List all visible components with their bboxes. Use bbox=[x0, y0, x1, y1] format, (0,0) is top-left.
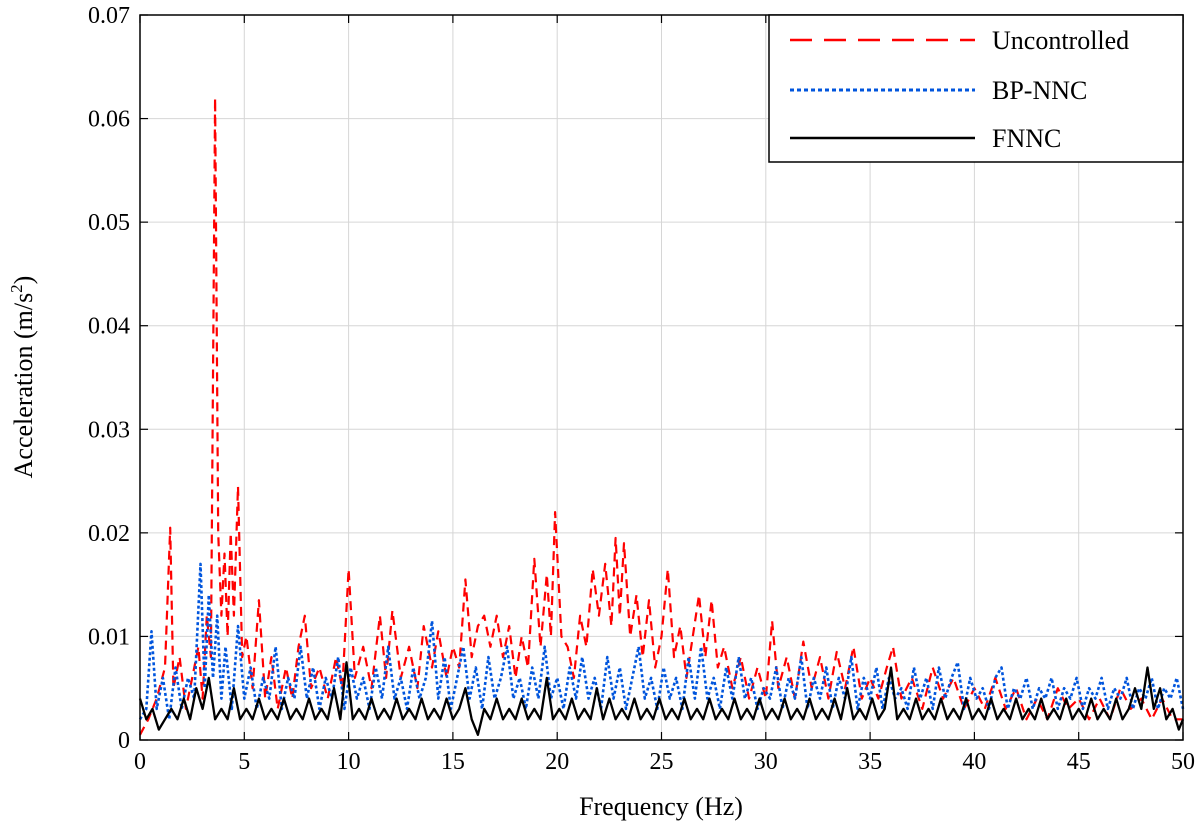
x-tick-label: 15 bbox=[441, 749, 465, 775]
ticks: 0 5 10 15 20 25 30 35 40 45 50 0 0.01 0.02 0.03 0.04 0.0… bbox=[88, 3, 1195, 775]
y-tick-label: 0.03 bbox=[88, 417, 130, 443]
x-tick-label: 30 bbox=[754, 749, 778, 775]
x-tick-label: 0 bbox=[134, 749, 146, 775]
y-tick-label: 0.06 bbox=[88, 107, 130, 133]
series-line-fnnc bbox=[138, 661, 1185, 736]
x-tick-label: 5 bbox=[238, 749, 250, 775]
y-tick-label: 0.04 bbox=[88, 314, 130, 340]
y-tick-label: 0.02 bbox=[88, 521, 130, 547]
y-tick-label: 0 bbox=[118, 728, 130, 754]
y-axis-label-end: ) bbox=[9, 276, 38, 285]
x-tick-label: 50 bbox=[1171, 749, 1195, 775]
y-tick-label: 0.07 bbox=[88, 3, 130, 29]
x-tick-label: 10 bbox=[337, 749, 361, 775]
legend-label-uncontrolled: Uncontrolled bbox=[992, 26, 1129, 55]
x-tick-label: 20 bbox=[545, 749, 569, 775]
legend-label-fnnc: FNNC bbox=[992, 124, 1061, 153]
legend-label-bp-nnc: BP-NNC bbox=[992, 76, 1087, 105]
x-tick-label: 25 bbox=[650, 749, 674, 775]
y-axis-label-main: Acceleration (m/s bbox=[9, 293, 38, 479]
y-tick-label: 0.01 bbox=[88, 624, 130, 650]
x-tick-label: 35 bbox=[858, 749, 882, 775]
series-layer bbox=[138, 96, 1185, 736]
y-tick-label: 0.05 bbox=[88, 210, 130, 236]
series-line-uncontrolled bbox=[139, 96, 1183, 736]
x-axis-label: Frequency (Hz) bbox=[579, 792, 743, 821]
y-axis-label-sup: 2 bbox=[7, 284, 26, 293]
y-axis-label: Acceleration (m/s2) bbox=[7, 276, 38, 479]
series-line-bp-nnc bbox=[138, 562, 1185, 721]
x-tick-label: 45 bbox=[1067, 749, 1091, 775]
x-tick-label: 40 bbox=[962, 749, 986, 775]
legend: Uncontrolled BP-NNC FNNC bbox=[768, 14, 1184, 163]
